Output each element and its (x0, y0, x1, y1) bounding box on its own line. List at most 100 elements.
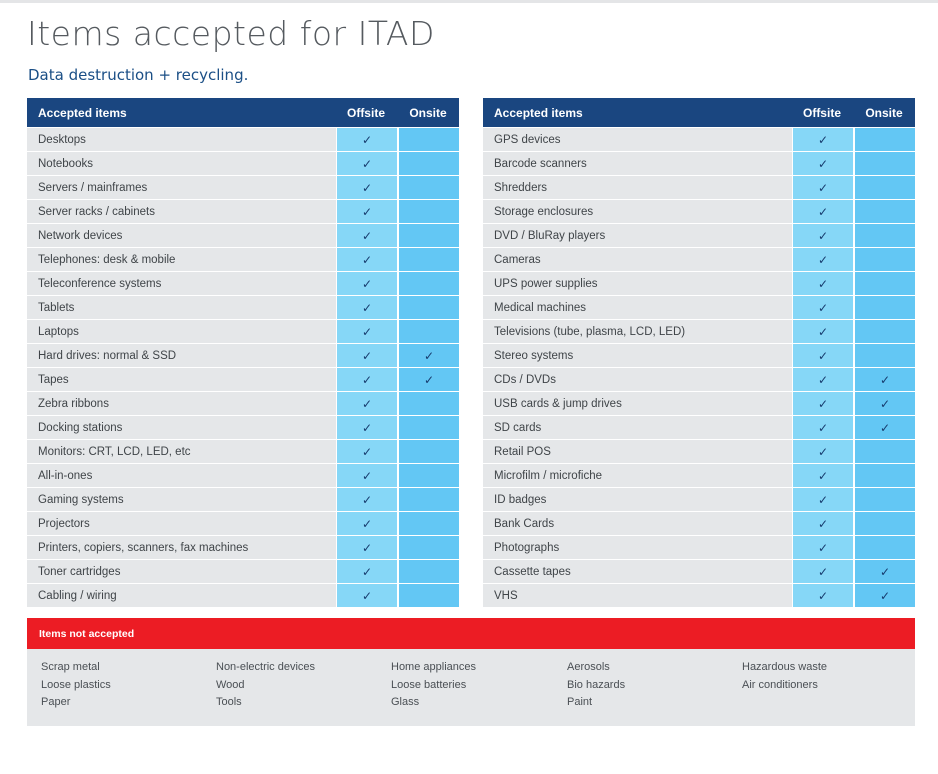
offsite-check: ✓ (793, 248, 853, 271)
onsite-check (855, 176, 915, 199)
onsite-check: ✓ (399, 368, 459, 391)
table-row: Desktops ✓ (27, 128, 459, 152)
onsite-check (855, 344, 915, 367)
onsite-check (855, 440, 915, 463)
header-offsite: Offsite (346, 105, 385, 120)
item-name: Stereo systems (483, 344, 792, 367)
onsite-check (399, 272, 459, 295)
offsite-check: ✓ (337, 488, 397, 511)
item-name: Cassette tapes (483, 560, 792, 583)
onsite-check: ✓ (855, 392, 915, 415)
item-name: Desktops (27, 128, 336, 151)
onsite-check (855, 152, 915, 175)
table-row: Cabling / wiring ✓ (27, 584, 459, 608)
not-accepted-item: Glass (391, 696, 420, 708)
table-row: Network devices ✓ (27, 224, 459, 248)
offsite-check: ✓ (337, 272, 397, 295)
table-body: GPS devices ✓ Barcode scanners ✓ Shredders ✓ S… (483, 128, 915, 608)
table-row: Stereo systems ✓ (483, 344, 915, 368)
not-accepted-heading: Items not accepted (27, 618, 915, 649)
item-name: SD cards (483, 416, 792, 439)
table-row: Monitors: CRT, LCD, LED, etc ✓ (27, 440, 459, 464)
item-name: Hard drives: normal & SSD (27, 344, 336, 367)
onsite-check (855, 272, 915, 295)
table-row: Barcode scanners ✓ (483, 152, 915, 176)
table-row: All-in-ones ✓ (27, 464, 459, 488)
not-accepted-item: Paint (567, 696, 593, 708)
accepted-items-table-right: Accepted items Offsite Onsite GPS device… (483, 98, 915, 608)
item-name: Cabling / wiring (27, 584, 336, 607)
not-accepted-item: Air conditioners (742, 678, 818, 691)
offsite-check: ✓ (793, 464, 853, 487)
table-row: Tapes ✓ ✓ (27, 368, 459, 392)
item-name: UPS power supplies (483, 272, 792, 295)
table-row: Projectors ✓ (27, 512, 459, 536)
not-accepted-item: Loose plastics (41, 678, 111, 691)
offsite-check: ✓ (793, 560, 853, 583)
item-name: Toner cartridges (27, 560, 336, 583)
item-name: USB cards & jump drives (483, 392, 792, 415)
table-row: Laptops ✓ (27, 320, 459, 344)
item-name: Gaming systems (27, 488, 336, 511)
not-accepted-column: Hazardous waste Air conditioners (742, 659, 827, 694)
item-name: Printers, copiers, scanners, fax machine… (27, 536, 336, 559)
offsite-check: ✓ (793, 272, 853, 295)
table-row: Shredders ✓ (483, 176, 915, 200)
offsite-check: ✓ (793, 344, 853, 367)
table-row: Retail POS ✓ (483, 440, 915, 464)
table-row: Medical machines ✓ (483, 296, 915, 320)
onsite-check (855, 512, 915, 535)
table-row: Cameras ✓ (483, 248, 915, 272)
item-name: Shredders (483, 176, 792, 199)
item-name: Notebooks (27, 152, 336, 175)
table-row: Zebra ribbons ✓ (27, 392, 459, 416)
not-accepted-item: Loose batteries (391, 678, 467, 691)
onsite-check (399, 296, 459, 319)
not-accepted-list: Scrap metal Loose plastics Paper Non-electr… (27, 649, 915, 726)
onsite-check (399, 128, 459, 151)
table-row: UPS power supplies ✓ (483, 272, 915, 296)
onsite-check (399, 440, 459, 463)
offsite-check: ✓ (337, 584, 397, 607)
offsite-check: ✓ (337, 200, 397, 223)
table-row: Servers / mainframes ✓ (27, 176, 459, 200)
item-name: Docking stations (27, 416, 336, 439)
offsite-check: ✓ (793, 224, 853, 247)
not-accepted-item: Wood (216, 678, 245, 691)
table-row: USB cards & jump drives ✓ ✓ (483, 392, 915, 416)
table-header: Accepted items Offsite Onsite (483, 98, 915, 128)
offsite-check: ✓ (793, 176, 853, 199)
item-name: Zebra ribbons (27, 392, 336, 415)
onsite-check (399, 536, 459, 559)
offsite-check: ✓ (337, 320, 397, 343)
item-name: Tablets (27, 296, 336, 319)
onsite-check: ✓ (399, 344, 459, 367)
not-accepted-item: Tools (216, 696, 242, 708)
item-name: Storage enclosures (483, 200, 792, 223)
onsite-check (855, 224, 915, 247)
table-row: Hard drives: normal & SSD ✓ ✓ (27, 344, 459, 368)
header-onsite: Onsite (865, 105, 903, 120)
not-accepted-column: Scrap metal Loose plastics Paper (41, 659, 111, 712)
not-accepted-item: Aerosols (567, 661, 610, 673)
header-accepted-items: Accepted items (494, 105, 583, 120)
onsite-check (855, 200, 915, 223)
table-row: ID badges ✓ (483, 488, 915, 512)
offsite-check: ✓ (793, 440, 853, 463)
table-row: Docking stations ✓ (27, 416, 459, 440)
onsite-check (399, 248, 459, 271)
table-row: Storage enclosures ✓ (483, 200, 915, 224)
table-header: Accepted items Offsite Onsite (27, 98, 459, 128)
onsite-check (399, 584, 459, 607)
not-accepted-column: Non-electric devices Wood Tools (216, 659, 315, 712)
offsite-check: ✓ (337, 128, 397, 151)
table-row: Photographs ✓ (483, 536, 915, 560)
item-name: All-in-ones (27, 464, 336, 487)
offsite-check: ✓ (793, 512, 853, 535)
table-row: Printers, copiers, scanners, fax machine… (27, 536, 459, 560)
offsite-check: ✓ (793, 320, 853, 343)
table-row: Cassette tapes ✓ ✓ (483, 560, 915, 584)
table-row: Server racks / cabinets ✓ (27, 200, 459, 224)
table-row: Notebooks ✓ (27, 152, 459, 176)
page-subtitle: Data destruction + recycling. (28, 66, 249, 84)
